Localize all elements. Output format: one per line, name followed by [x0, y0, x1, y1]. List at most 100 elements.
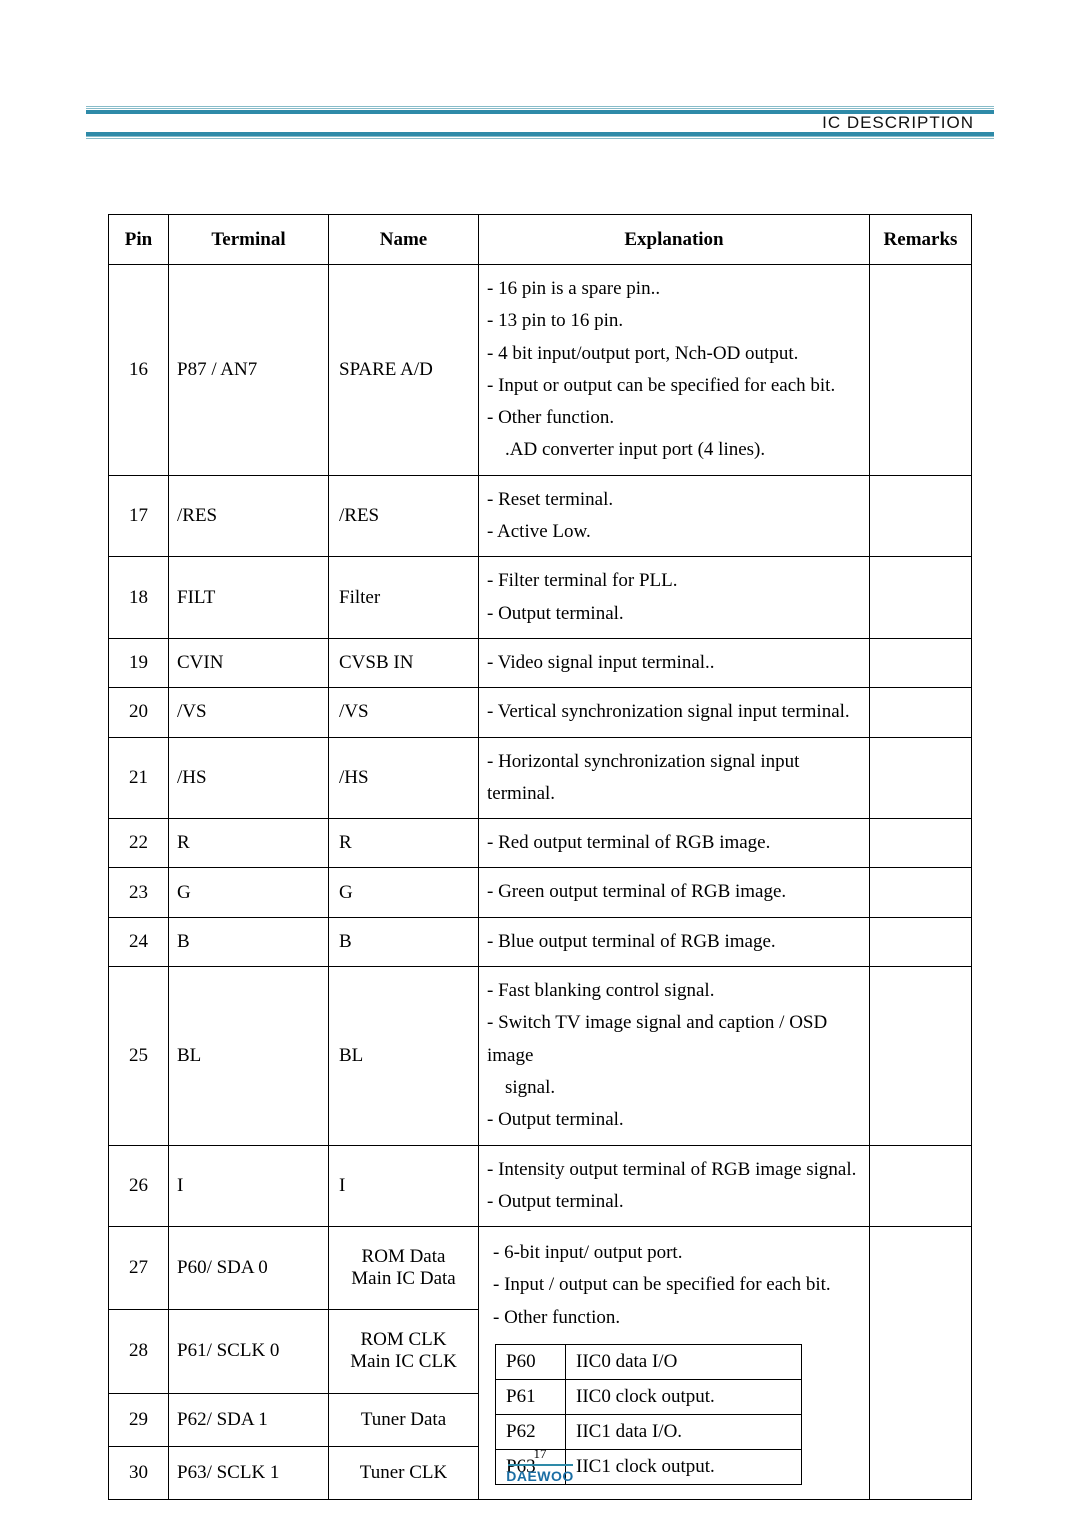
- cell-pin: 22: [109, 819, 169, 868]
- cell-name: I: [329, 1145, 479, 1227]
- table-row: 21/HS/HS- Horizontal synchronization sig…: [109, 737, 972, 819]
- header-rule: [86, 106, 994, 107]
- inner-row: P61IIC0 clock output.: [496, 1380, 802, 1415]
- cell-name: /VS: [329, 688, 479, 737]
- cell-explanation: - Vertical synchronization signal input …: [479, 688, 870, 737]
- cell-name: BL: [329, 967, 479, 1145]
- cell-remarks: [870, 967, 972, 1145]
- inner-pin: P61: [496, 1380, 566, 1415]
- cell-terminal: FILT: [169, 557, 329, 639]
- cell-pin: 27: [109, 1227, 169, 1310]
- header-rule: [86, 138, 994, 139]
- cell-name: /RES: [329, 475, 479, 557]
- cell-name: /HS: [329, 737, 479, 819]
- table-row: 24BB- Blue output terminal of RGB image.: [109, 917, 972, 966]
- col-header-terminal: Terminal: [169, 215, 329, 265]
- cell-remarks: [870, 557, 972, 639]
- header-title: IC DESCRIPTION: [822, 113, 974, 133]
- header-rule: [86, 136, 994, 137]
- cell-terminal: /RES: [169, 475, 329, 557]
- cell-explanation: - 16 pin is a spare pin..- 13 pin to 16 …: [479, 265, 870, 476]
- cell-name: ROM DataMain IC Data: [329, 1227, 479, 1310]
- cell-pin: 17: [109, 475, 169, 557]
- col-header-name: Name: [329, 215, 479, 265]
- cell-pin: 21: [109, 737, 169, 819]
- col-header-remarks: Remarks: [870, 215, 972, 265]
- cell-explanation: - Horizontal synchronization signal inpu…: [479, 737, 870, 819]
- cell-remarks: [870, 638, 972, 687]
- cell-remarks: [870, 868, 972, 917]
- page-header: IC DESCRIPTION: [86, 106, 994, 140]
- content-area: Pin Terminal Name Explanation Remarks 16…: [108, 214, 972, 1500]
- cell-name: R: [329, 819, 479, 868]
- col-header-pin: Pin: [109, 215, 169, 265]
- cell-explanation: - Red output terminal of RGB image.: [479, 819, 870, 868]
- cell-name: Filter: [329, 557, 479, 639]
- cell-pin: 26: [109, 1145, 169, 1227]
- inner-desc: IIC0 clock output.: [566, 1380, 802, 1415]
- cell-remarks: [870, 688, 972, 737]
- cell-name: SPARE A/D: [329, 265, 479, 476]
- table-row: 16P87 / AN7SPARE A/D- 16 pin is a spare …: [109, 265, 972, 476]
- cell-pin: 19: [109, 638, 169, 687]
- table-row: 27P60/ SDA 0ROM DataMain IC Data- 6-bit …: [109, 1227, 972, 1310]
- cell-terminal: P61/ SCLK 0: [169, 1310, 329, 1393]
- cell-pin: 18: [109, 557, 169, 639]
- inner-pin: P60: [496, 1345, 566, 1380]
- cell-terminal: B: [169, 917, 329, 966]
- cell-pin: 20: [109, 688, 169, 737]
- cell-name: B: [329, 917, 479, 966]
- inner-row: P60IIC0 data I/O: [496, 1345, 802, 1380]
- cell-explanation: - Filter terminal for PLL.- Output termi…: [479, 557, 870, 639]
- col-header-explanation: Explanation: [479, 215, 870, 265]
- cell-explanation: - Reset terminal.- Active Low.: [479, 475, 870, 557]
- cell-remarks: [870, 819, 972, 868]
- cell-explanation: - Blue output terminal of RGB image.: [479, 917, 870, 966]
- cell-terminal: /VS: [169, 688, 329, 737]
- cell-name: Tuner Data: [329, 1393, 479, 1446]
- cell-terminal: P62/ SDA 1: [169, 1393, 329, 1446]
- cell-terminal: R: [169, 819, 329, 868]
- cell-explanation: - Green output terminal of RGB image.: [479, 868, 870, 917]
- table-row: 25BLBL- Fast blanking control signal.- S…: [109, 967, 972, 1145]
- cell-remarks: [870, 265, 972, 476]
- brand-logo: DAEWOO: [0, 1468, 1080, 1484]
- page-footer: 17 DAEWOO: [0, 1445, 1080, 1484]
- cell-terminal: P87 / AN7: [169, 265, 329, 476]
- cell-name: ROM CLKMain IC CLK: [329, 1310, 479, 1393]
- cell-remarks: [870, 475, 972, 557]
- cell-terminal: CVIN: [169, 638, 329, 687]
- cell-pin: 28: [109, 1310, 169, 1393]
- inner-desc: IIC0 data I/O: [566, 1345, 802, 1380]
- cell-explanation: - Fast blanking control signal.- Switch …: [479, 967, 870, 1145]
- cell-pin: 24: [109, 917, 169, 966]
- page-number: 17: [508, 1446, 573, 1466]
- table-row: 26II- Intensity output terminal of RGB i…: [109, 1145, 972, 1227]
- header-rule: [86, 108, 994, 109]
- cell-remarks: [870, 737, 972, 819]
- cell-explanation: - Video signal input terminal..: [479, 638, 870, 687]
- cell-terminal: G: [169, 868, 329, 917]
- table-row: 18FILTFilter- Filter terminal for PLL.- …: [109, 557, 972, 639]
- cell-terminal: BL: [169, 967, 329, 1145]
- cell-pin: 16: [109, 265, 169, 476]
- cell-explanation: - Intensity output terminal of RGB image…: [479, 1145, 870, 1227]
- pin-table: Pin Terminal Name Explanation Remarks 16…: [108, 214, 972, 1500]
- cell-terminal: I: [169, 1145, 329, 1227]
- cell-pin: 25: [109, 967, 169, 1145]
- cell-terminal: /HS: [169, 737, 329, 819]
- cell-name: G: [329, 868, 479, 917]
- cell-remarks: [870, 1145, 972, 1227]
- cell-pin: 29: [109, 1393, 169, 1446]
- table-row: 23GG- Green output terminal of RGB image…: [109, 868, 972, 917]
- table-row: 19CVINCVSB IN- Video signal input termin…: [109, 638, 972, 687]
- table-header-row: Pin Terminal Name Explanation Remarks: [109, 215, 972, 265]
- cell-pin: 23: [109, 868, 169, 917]
- table-row: 22RR- Red output terminal of RGB image.: [109, 819, 972, 868]
- header-bar: IC DESCRIPTION: [86, 110, 994, 136]
- cell-remarks: [870, 917, 972, 966]
- cell-name: CVSB IN: [329, 638, 479, 687]
- cell-terminal: P60/ SDA 0: [169, 1227, 329, 1310]
- table-row: 20/VS/VS- Vertical synchronization signa…: [109, 688, 972, 737]
- table-row: 17/RES/RES- Reset terminal.- Active Low.: [109, 475, 972, 557]
